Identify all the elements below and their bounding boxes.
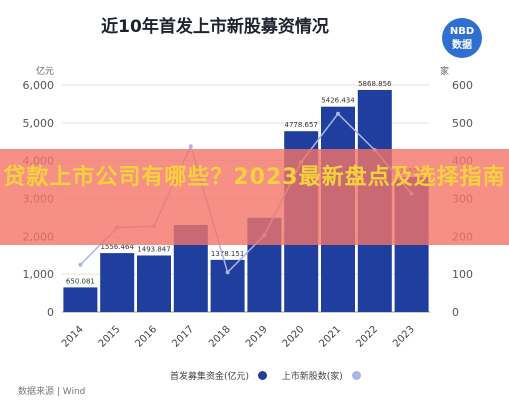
left-tick-label: 6,000 [23,79,55,92]
legend-bar-label: 首发募集资金(亿元) [170,372,250,382]
bar-value-label: 1556.464 [100,243,134,251]
left-tick-label: 0 [47,306,54,319]
legend-line-swatch [351,371,361,380]
x-tick-label: 2018 [207,324,233,350]
overlay-headline: 贷款上市公司有哪些？2023最新盘点及选择指南 [3,165,506,190]
x-tick-label: 2019 [244,324,270,350]
x-tick-label: 2015 [97,324,123,350]
bar-value-label: 1493.847 [137,245,170,253]
x-tick-label: 2014 [60,324,86,350]
overlay-banner [0,149,509,245]
line-point [188,144,193,149]
bar-value-label: 4778.657 [284,121,317,129]
bar [137,255,171,312]
nbd-logo: NBD 数据 [442,18,482,58]
right-tick-label: 600 [452,79,473,92]
x-tick-label: 2017 [170,324,196,350]
bar-value-label: 1378.151 [211,250,244,258]
line-point [336,111,340,116]
chart-legend: 首发募集资金(亿元) 上市新股数(家) [170,369,373,382]
line-point [225,270,230,275]
right-tick-label: 0 [452,306,459,319]
x-tick-label: 2023 [391,324,417,350]
legend-bar-swatch [257,371,267,380]
bar [63,287,98,312]
legend-line-label: 上市新股数(家) [281,372,343,382]
chart-title: 近10年首发上市新股募资情况 [101,17,329,37]
left-tick-label: 1,000 [23,268,55,281]
right-tick-label: 100 [452,268,473,281]
bar-value-label: 5868.856 [358,80,392,88]
right-axis-unit: 家 [440,67,450,77]
bar-value-label: 5426.434 [321,97,355,105]
x-tick-label: 2021 [318,324,344,350]
left-axis-unit: 亿元 [36,67,55,77]
data-source: 数据来源 | Wind [18,387,86,397]
x-tick-label: 2020 [281,324,307,350]
bar [210,259,245,312]
right-tick-label: 500 [452,117,473,130]
x-tick-label: 2022 [354,324,380,350]
x-tick-label: 2016 [134,324,160,350]
line-point [78,262,83,267]
bar [100,253,135,312]
left-tick-label: 5,000 [23,117,55,130]
bar-value-label: 650.081 [66,277,95,285]
